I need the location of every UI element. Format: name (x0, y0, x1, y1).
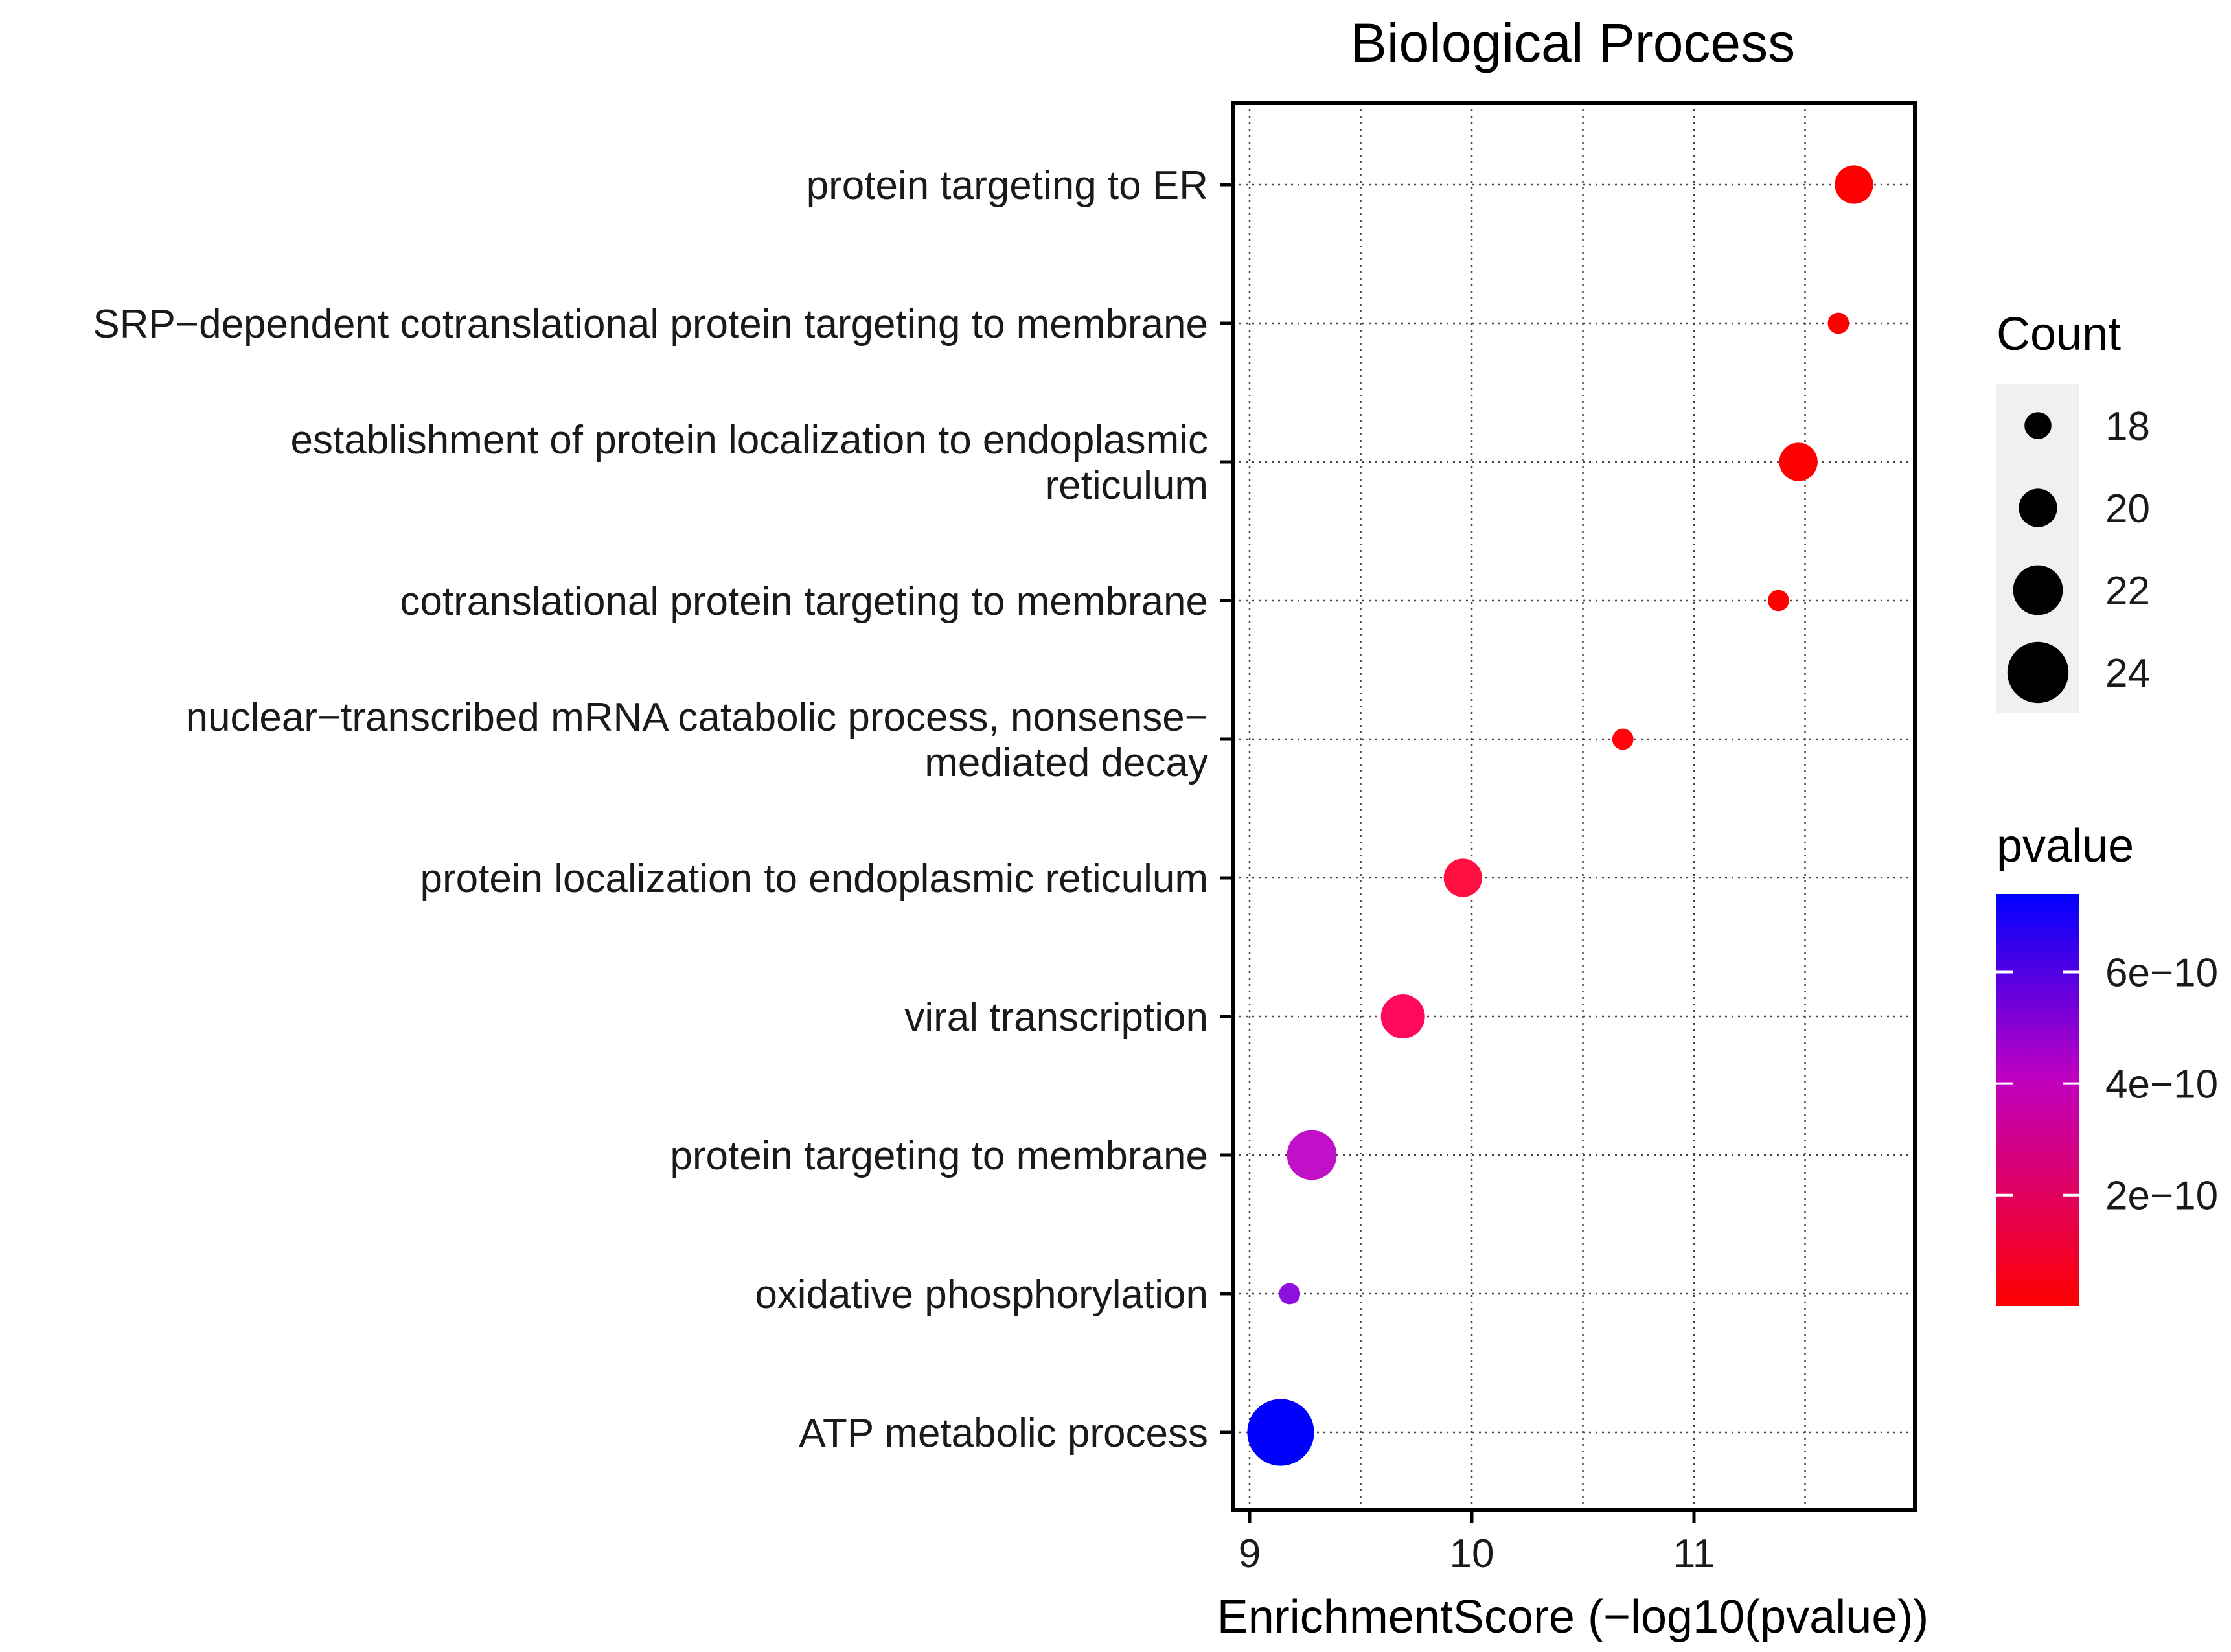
y-axis-layer: protein targeting to ER SRP−dependent cot… (93, 163, 1233, 1456)
panel-border (1231, 101, 1917, 1512)
pvalue-legend-label: 6e−10 (2105, 950, 2218, 995)
data-point (1827, 312, 1849, 334)
data-point (1767, 590, 1789, 612)
x-tick-label: 10 (1450, 1532, 1494, 1576)
pvalue-colorbar (1996, 894, 2079, 1306)
count-legend-key (2007, 641, 2069, 704)
data-point (1779, 442, 1818, 481)
x-tick-label: 9 (1239, 1532, 1261, 1576)
data-point (1247, 1399, 1314, 1466)
y-tick-label: mediated decay (924, 740, 1208, 785)
data-point (1380, 994, 1425, 1038)
y-tick-label: cotranslational protein targeting to mem… (400, 579, 1208, 624)
x-axis-layer: 9 10 11 (1239, 1510, 1715, 1576)
count-legend-label: 24 (2105, 651, 2150, 696)
y-tick-label: viral transcription (904, 995, 1208, 1040)
y-tick-label: protein targeting to membrane (670, 1134, 1208, 1178)
y-tick-label: nuclear−transcribed mRNA catabolic proce… (186, 695, 1208, 740)
x-axis-title: EnrichmentScore (−log10(pvalue)) (1217, 1591, 1929, 1643)
y-tick-label: reticulum (1045, 463, 1208, 508)
data-point (1612, 728, 1634, 750)
count-legend-key (2024, 412, 2052, 439)
pvalue-legend-title: pvalue (1996, 820, 2134, 872)
y-tick-label: ATP metabolic process (799, 1411, 1208, 1456)
count-legend-key (2019, 488, 2057, 527)
count-legend-key (2013, 565, 2063, 615)
count-legend-label: 18 (2105, 404, 2150, 449)
y-tick-label: protein targeting to ER (807, 163, 1208, 208)
data-point (1443, 858, 1482, 897)
y-tick-label: oxidative phosphorylation (755, 1272, 1208, 1317)
count-size-legend: Count 18 20 22 24 (1996, 308, 2150, 713)
grid-layer (1233, 100, 1915, 1510)
y-tick-label: SRP−dependent cotranslational protein ta… (93, 302, 1208, 347)
y-tick-label: establishment of protein localization to… (291, 418, 1208, 463)
pvalue-legend-label: 2e−10 (2105, 1174, 2218, 1219)
pvalue-color-legend: pvalue 2e−10 4e−10 6e−10 (1996, 820, 2218, 1306)
count-legend-label: 22 (2105, 569, 2150, 614)
chart-title: Biological Process (1351, 12, 1795, 73)
data-point (1287, 1130, 1337, 1180)
pvalue-legend-label: 4e−10 (2105, 1062, 2218, 1107)
y-tick-label: protein localization to endoplasmic reti… (420, 856, 1208, 901)
count-legend-label: 20 (2105, 487, 2150, 531)
x-tick-label: 11 (1673, 1532, 1715, 1576)
count-legend-title: Count (1996, 308, 2121, 360)
points-layer (1247, 165, 1873, 1466)
data-point (1835, 165, 1873, 204)
data-point (1279, 1283, 1301, 1305)
